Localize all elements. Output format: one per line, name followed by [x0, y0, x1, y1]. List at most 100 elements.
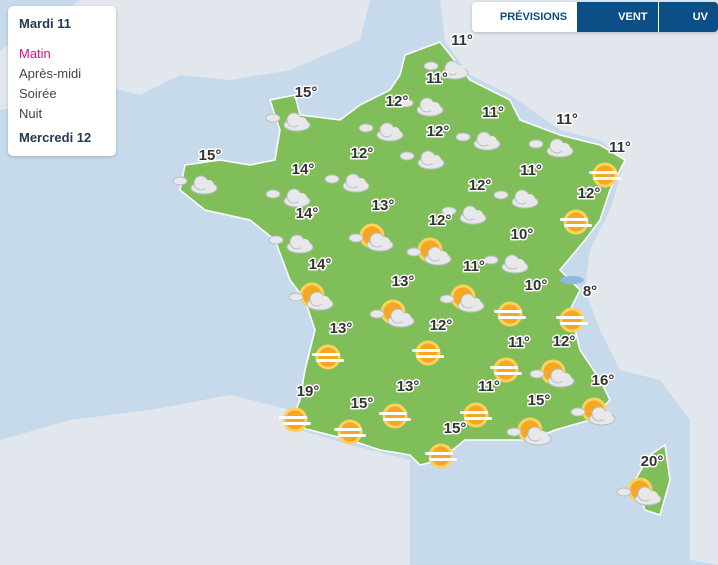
cloud-small [528, 139, 544, 149]
day-title: Mardi 11 [19, 16, 72, 31]
period[interactable]: Nuit [19, 106, 43, 121]
temperature: 15° [528, 392, 551, 409]
fog-bar [460, 411, 488, 414]
temperature: 16° [592, 372, 615, 389]
weather-icon [556, 307, 588, 333]
sun [493, 357, 519, 383]
cloud-part [390, 127, 400, 137]
cloud-part [297, 193, 307, 203]
sun [428, 443, 454, 469]
fog-bar [416, 355, 444, 358]
temperature: 10° [525, 277, 548, 294]
fog-bar [383, 418, 411, 421]
cloud-small [288, 292, 304, 302]
tab-active[interactable]: VENT [577, 2, 658, 32]
fog-bar [556, 316, 584, 319]
weather-icon [423, 60, 469, 80]
period[interactable]: Matin [19, 46, 51, 61]
cloud-small [439, 294, 455, 304]
temperature: 11° [482, 104, 504, 121]
cloud-part [560, 143, 570, 153]
weather-icon [369, 299, 415, 328]
fog-bar [379, 412, 407, 415]
fog-bar [490, 366, 518, 369]
day-panel: Mardi 11 Matin Après-midi Soirée Nuit Me… [8, 6, 116, 156]
weather-icon [268, 234, 314, 254]
weather-icon [483, 254, 529, 274]
weather-icon [493, 189, 539, 209]
weather-icon [460, 402, 492, 428]
weather-icon [312, 344, 344, 370]
cloud-small [616, 487, 632, 497]
spain-land [0, 395, 410, 565]
temperature: 10° [511, 226, 534, 243]
fog-bar [560, 218, 588, 221]
tab[interactable]: UV [657, 2, 718, 32]
weather-icon [441, 205, 487, 225]
temperature: 12° [469, 177, 492, 194]
cloud-small [493, 190, 509, 200]
cloud-small [265, 113, 281, 123]
weather-icon [265, 112, 311, 132]
temperature: 12° [386, 93, 409, 110]
weather-icon [334, 419, 366, 445]
cloud-small [324, 174, 340, 184]
cloud-part [356, 178, 366, 188]
temperature: 15° [199, 147, 222, 164]
cloud-part [380, 237, 390, 247]
weather-icon [506, 417, 552, 446]
temperature: 11° [478, 378, 500, 395]
weather-icon [528, 138, 574, 158]
fog-bar [498, 316, 526, 319]
temperature: 11° [520, 162, 542, 179]
fog-bar [279, 416, 307, 419]
temperature: 11° [609, 139, 631, 156]
cloud-part [602, 411, 612, 421]
cloud-small [441, 206, 457, 216]
sun [337, 419, 363, 445]
cloud-part [204, 180, 214, 190]
day-title[interactable]: Mercredi 12 [19, 130, 92, 145]
weather-icon [279, 407, 311, 433]
fog-bar [429, 458, 457, 461]
cloud-small [398, 98, 414, 108]
cloud-part [297, 117, 307, 127]
temperature: 12° [430, 317, 453, 334]
temperature: 13° [397, 378, 420, 395]
period[interactable]: Après-midi [19, 66, 82, 81]
cloud-part [320, 296, 330, 306]
cloud-small [506, 427, 522, 437]
cloud-part [561, 373, 571, 383]
weather-icon [616, 477, 662, 506]
east-land [440, 0, 718, 565]
temperature: 11° [451, 32, 473, 49]
temperature: 19° [297, 383, 320, 400]
cloud-part [471, 298, 481, 308]
temperature: 13° [392, 273, 415, 290]
sun [559, 307, 585, 333]
fog-bar [334, 428, 362, 431]
temperature: 15° [295, 84, 318, 101]
sun [563, 209, 589, 235]
sun [463, 402, 489, 428]
cloud-small [369, 309, 385, 319]
weather-icon [398, 97, 444, 117]
temperature: 12° [578, 185, 601, 202]
cloud-small [406, 247, 422, 257]
temperature: 14° [296, 205, 319, 222]
sun [497, 301, 523, 327]
lake [560, 276, 584, 284]
weather-icon [406, 237, 452, 266]
sun [592, 162, 618, 188]
period[interactable]: Soirée [19, 86, 57, 101]
cloud-part [538, 431, 548, 441]
fog-bar [316, 359, 344, 362]
fog-bar [589, 171, 617, 174]
cloud-part [487, 136, 497, 146]
tab[interactable]: PRÉVISIONS [499, 11, 568, 23]
weather-icon [172, 175, 218, 195]
weather-icon [490, 357, 522, 383]
weather-icon [265, 188, 311, 208]
weather-icon [455, 131, 501, 151]
weather-icon [439, 284, 485, 313]
